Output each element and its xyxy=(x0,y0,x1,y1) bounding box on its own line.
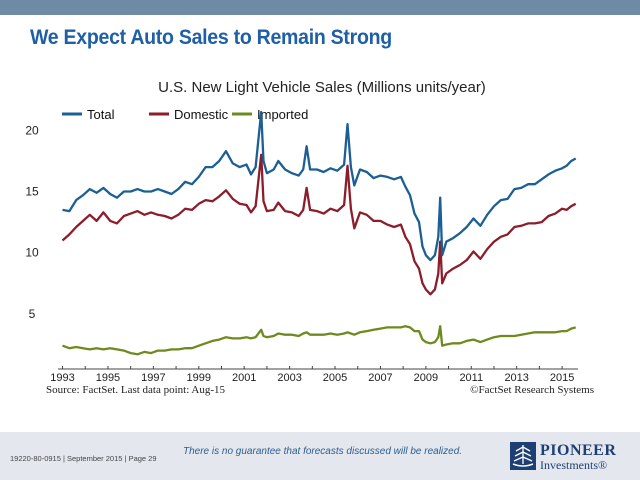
y-tick-label: 5 xyxy=(29,307,36,321)
y-tick-label: 20 xyxy=(25,123,39,137)
y-axis: 5 10 15 20 xyxy=(25,123,39,321)
x-tick-label: 2001 xyxy=(232,372,256,384)
x-tick-label: 2013 xyxy=(504,372,528,384)
chart-legend: Total Domestic Imported xyxy=(62,107,308,122)
logo-wordmark: PIONEER xyxy=(540,442,617,459)
legend-item-imported: Imported xyxy=(232,107,308,122)
x-tick-label: 2007 xyxy=(368,372,392,384)
top-band xyxy=(0,0,640,15)
logo-subtitle: Investments® xyxy=(540,458,608,472)
legend-item-domestic: Domestic xyxy=(149,107,229,122)
x-tick-label: 1995 xyxy=(96,372,120,384)
legend-label: Domestic xyxy=(174,107,229,122)
x-tick-label: 2005 xyxy=(323,372,347,384)
x-tick-label: 1997 xyxy=(141,372,165,384)
x-tick-label: 2009 xyxy=(414,372,438,384)
x-axis: 1993 1995 1997 1999 2001 2003 2005 2007 2009 2011… xyxy=(50,366,578,384)
series-line-imported xyxy=(62,325,576,356)
legend-label: Imported xyxy=(257,107,308,122)
legend-label: Total xyxy=(87,107,115,122)
ship-logo-icon xyxy=(510,442,536,470)
y-tick-label: 15 xyxy=(25,185,39,199)
series-layer xyxy=(61,110,577,356)
series-line-total xyxy=(62,110,577,262)
pioneer-logo: PIONEER Investments® xyxy=(510,442,628,474)
copyright-note: ©FactSet Research Systems xyxy=(470,384,594,396)
x-tick-label: 2011 xyxy=(459,372,483,384)
line-chart: U.S. New Light Vehicle Sales (Millions u… xyxy=(25,79,578,384)
y-tick-label: 10 xyxy=(25,246,39,260)
footer-code: 19220-80-0915 | September 2015 | Page 29 xyxy=(10,454,157,463)
chart-title: U.S. New Light Vehicle Sales (Millions u… xyxy=(158,79,486,96)
series-line-domestic xyxy=(61,153,577,296)
legend-item-total: Total xyxy=(62,107,115,122)
x-tick-label: 2015 xyxy=(550,372,574,384)
slide-title: We Expect Auto Sales to Remain Strong xyxy=(30,26,392,49)
x-tick-label: 1993 xyxy=(50,372,74,384)
source-note: Source: FactSet. Last data point: Aug-15 xyxy=(46,384,226,396)
disclaimer: There is no guarantee that forecasts dis… xyxy=(183,446,463,457)
x-tick-label: 2003 xyxy=(277,372,301,384)
footer-bar: 19220-80-0915 | September 2015 | Page 29… xyxy=(0,432,640,480)
x-tick-label: 1999 xyxy=(187,372,211,384)
